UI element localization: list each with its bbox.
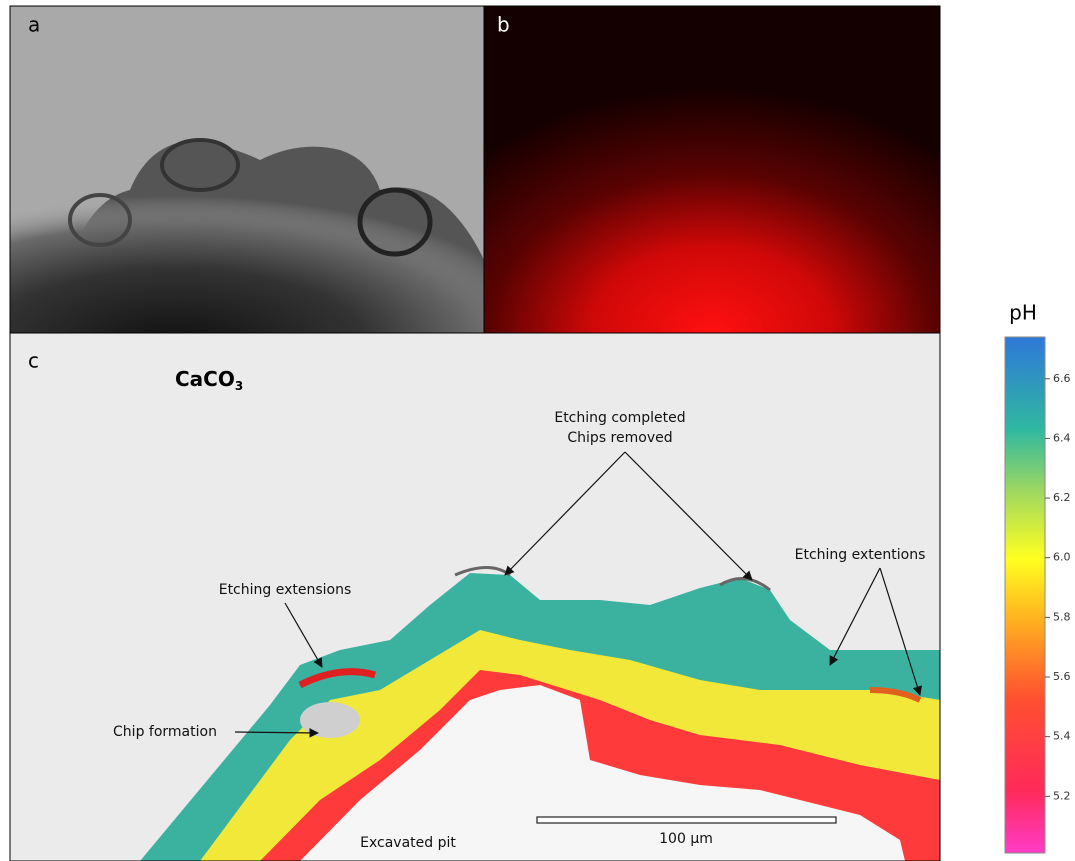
- panel-label: a: [28, 13, 40, 37]
- panel-b: [484, 6, 940, 333]
- figure: a b c CaCO3 Etching completed Chips remo…: [0, 0, 1075, 861]
- formula: CaCO3: [175, 367, 243, 393]
- annotation: Etching extensions: [219, 582, 352, 598]
- scale-bar-label: 100 µm: [659, 831, 713, 847]
- colorbar-tick-label: 5.8: [1053, 610, 1071, 623]
- panel-a: [10, 6, 484, 333]
- colorbar-tick-label: 5.2: [1053, 789, 1071, 802]
- annotation: Etching extentions: [795, 547, 926, 563]
- colorbar-ticks: 5.2 5.4 5.6 5.8 6.0 6.2 6.4 6.6: [1045, 372, 1071, 803]
- formula-sub: 3: [235, 379, 243, 393]
- formula-main: CaCO: [175, 367, 235, 391]
- colorbar-tick-label: 6.2: [1053, 491, 1071, 504]
- panel-label: c: [28, 349, 39, 373]
- panel-label: b: [497, 13, 510, 37]
- colorbar-tick-label: 5.4: [1053, 730, 1071, 743]
- annotation: Chip formation: [113, 724, 217, 740]
- colorbar-title: pH: [1009, 301, 1037, 325]
- annotation: Chips removed: [567, 430, 672, 446]
- colorbar-tick-label: 6.0: [1053, 551, 1071, 564]
- colorbar-tick-label: 6.6: [1053, 372, 1071, 385]
- panel-c: [10, 333, 940, 861]
- annotation: Excavated pit: [360, 835, 456, 851]
- colorbar-tick-label: 6.4: [1053, 431, 1071, 444]
- colorbar-tick-label: 5.6: [1053, 670, 1071, 683]
- annotation: Etching completed: [554, 410, 685, 426]
- colorbar: [1005, 337, 1045, 853]
